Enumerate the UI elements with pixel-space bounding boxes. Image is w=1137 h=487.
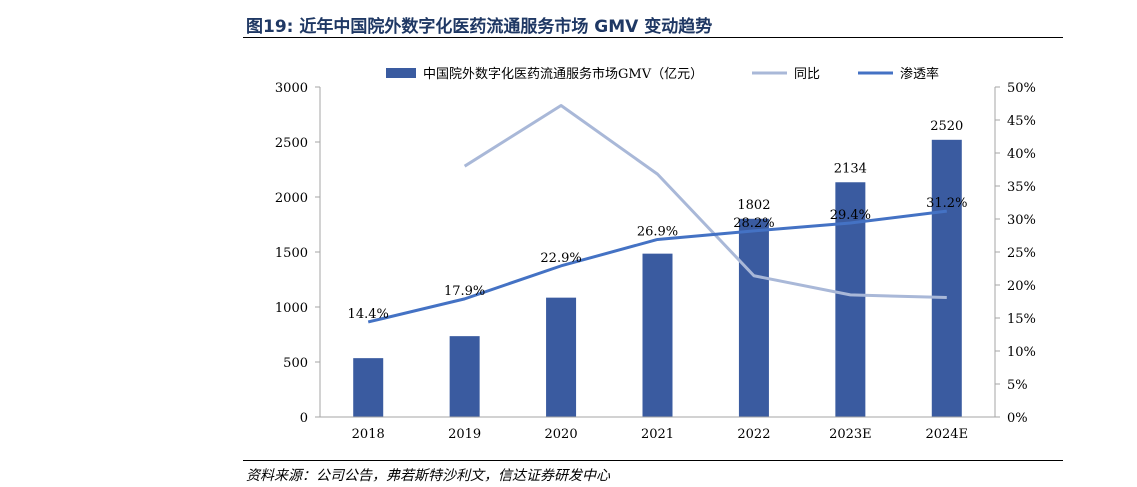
penetration-label: 29.4% (830, 208, 871, 223)
gmv-bar (546, 297, 577, 417)
legend-label-gmv: 中国院外数字化医药流通服务市场GMV（亿元） (423, 66, 703, 82)
legend-swatch-gmv (386, 68, 416, 78)
left-tick-label: 0 (300, 411, 308, 426)
left-tick-label: 2000 (275, 191, 308, 206)
x-tick-label: 2023E (829, 427, 872, 442)
left-tick-label: 1500 (275, 246, 308, 261)
right-tick-label: 0% (1007, 411, 1028, 426)
right-tick-label: 10% (1007, 345, 1036, 360)
legend: 中国院外数字化医药流通服务市场GMV（亿元） 同比 渗透率 (386, 66, 939, 82)
x-tick-label: 2021 (641, 427, 674, 442)
source-rule (243, 460, 1063, 461)
right-tick-label: 30% (1007, 213, 1036, 228)
penetration-label: 31.2% (926, 196, 967, 211)
right-tick-label: 45% (1007, 114, 1036, 129)
source-note: 资料来源：公司公告，弗若斯特沙利文，信达证券研发中心 (246, 468, 610, 484)
penetration-label: 17.9% (444, 284, 485, 299)
data-labels: 1802 2134 2520 14.4% 17.9% 22.9% 26.9% 28.2% 29.… (348, 119, 968, 322)
x-tick-label: 2024E (925, 427, 968, 442)
gmv-bar-label: 1802 (737, 198, 770, 213)
line-series (367, 103, 947, 324)
penetration-label: 14.4% (348, 307, 389, 322)
left-tick-label: 500 (283, 356, 308, 371)
x-tick-label: 2022 (737, 427, 770, 442)
penetration-label: 28.2% (733, 216, 774, 231)
right-tick-label: 40% (1007, 147, 1036, 162)
bar-series (353, 139, 962, 418)
title-rule (243, 37, 1063, 38)
right-tick-label: 20% (1007, 279, 1036, 294)
legend-label-penetration: 渗透率 (900, 66, 939, 82)
left-tick-label: 3000 (275, 81, 308, 96)
right-tick-label: 5% (1007, 378, 1028, 393)
x-tick-label: 2019 (448, 427, 481, 442)
right-tick-label: 35% (1007, 180, 1036, 195)
gmv-bar (353, 358, 384, 417)
penetration-label: 26.9% (637, 224, 678, 239)
gmv-bar (642, 253, 673, 417)
x-axis: 2018 2019 2020 2021 2022 2023E 2024E (320, 416, 995, 442)
chart-title: 图19: 近年中国院外数字化医药流通服务市场 GMV 变动趋势 (246, 17, 713, 37)
right-tick-label: 15% (1007, 312, 1036, 327)
gmv-bar (738, 218, 769, 417)
gmv-bar (449, 336, 480, 417)
x-tick-label: 2020 (545, 427, 578, 442)
right-tick-label: 50% (1007, 81, 1036, 96)
left-axis: 0 500 1000 1500 2000 2500 3000 (275, 81, 321, 426)
gmv-bar (931, 139, 962, 418)
gmv-bar-label: 2134 (834, 161, 867, 176)
yoy-line (463, 103, 947, 300)
penetration-label: 22.9% (540, 251, 581, 266)
x-tick-label: 2018 (352, 427, 385, 442)
penetration-line (367, 209, 947, 324)
right-axis: 0% 5% 10% 15% 20% 25% 30% 35% 40% 45% 50% (994, 81, 1036, 426)
left-tick-label: 2500 (275, 136, 308, 151)
right-tick-label: 25% (1007, 246, 1036, 261)
left-tick-label: 1000 (275, 301, 308, 316)
legend-label-yoy: 同比 (794, 67, 820, 82)
gmv-bar-label: 2520 (930, 119, 963, 134)
